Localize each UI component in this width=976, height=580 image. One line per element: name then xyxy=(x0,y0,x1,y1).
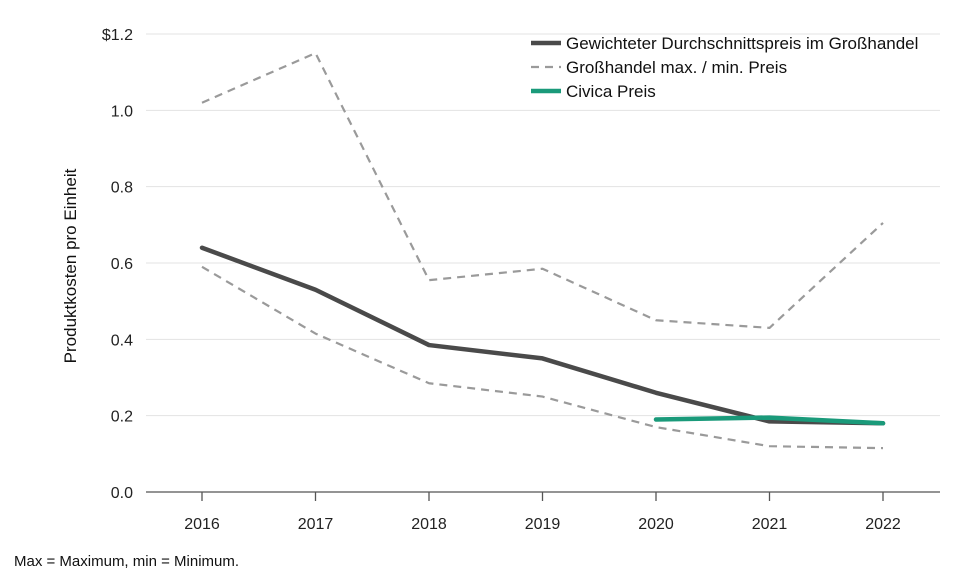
y-tick-labels: 0.0 0.2 0.4 0.6 0.8 1.0 $1.2 xyxy=(102,27,133,502)
series-line-2 xyxy=(201,265,884,450)
y-tick-label: 0.4 xyxy=(111,332,133,349)
x-tick-label: 2022 xyxy=(865,516,901,533)
y-tick-label: 0.0 xyxy=(111,485,133,502)
series-line-3 xyxy=(653,415,886,426)
x-tick-label: 2018 xyxy=(411,516,447,533)
x-tick-label: 2020 xyxy=(638,516,674,533)
legend-label: Großhandel max. / min. Preis xyxy=(566,58,787,77)
x-tick-label: 2019 xyxy=(525,516,561,533)
legend-label: Gewichteter Durchschnittspreis im Großha… xyxy=(566,34,918,53)
grid-lines xyxy=(146,33,940,417)
y-tick-label: $1.2 xyxy=(102,27,133,44)
x-tick-labels: 2016 2017 2018 2019 2020 2021 2022 xyxy=(184,516,901,533)
series-line-1 xyxy=(201,51,884,329)
footnote: Max = Maximum, min = Minimum. xyxy=(14,553,240,570)
legend: Gewichteter Durchschnittspreis im Großha… xyxy=(531,34,918,101)
x-tick-label: 2021 xyxy=(752,516,788,533)
y-tick-label: 1.0 xyxy=(111,103,133,120)
y-axis-label: Produktkosten pro Einheit xyxy=(61,168,80,363)
series-lines xyxy=(199,51,886,450)
y-tick-label: 0.6 xyxy=(111,256,133,273)
legend-label: Civica Preis xyxy=(566,82,656,101)
y-tick-label: 0.8 xyxy=(111,180,133,197)
x-axis xyxy=(146,491,940,501)
x-tick-label: 2016 xyxy=(184,516,220,533)
y-tick-label: 0.2 xyxy=(111,409,133,426)
x-tick-label: 2017 xyxy=(298,516,334,533)
series-line-0 xyxy=(199,245,886,426)
